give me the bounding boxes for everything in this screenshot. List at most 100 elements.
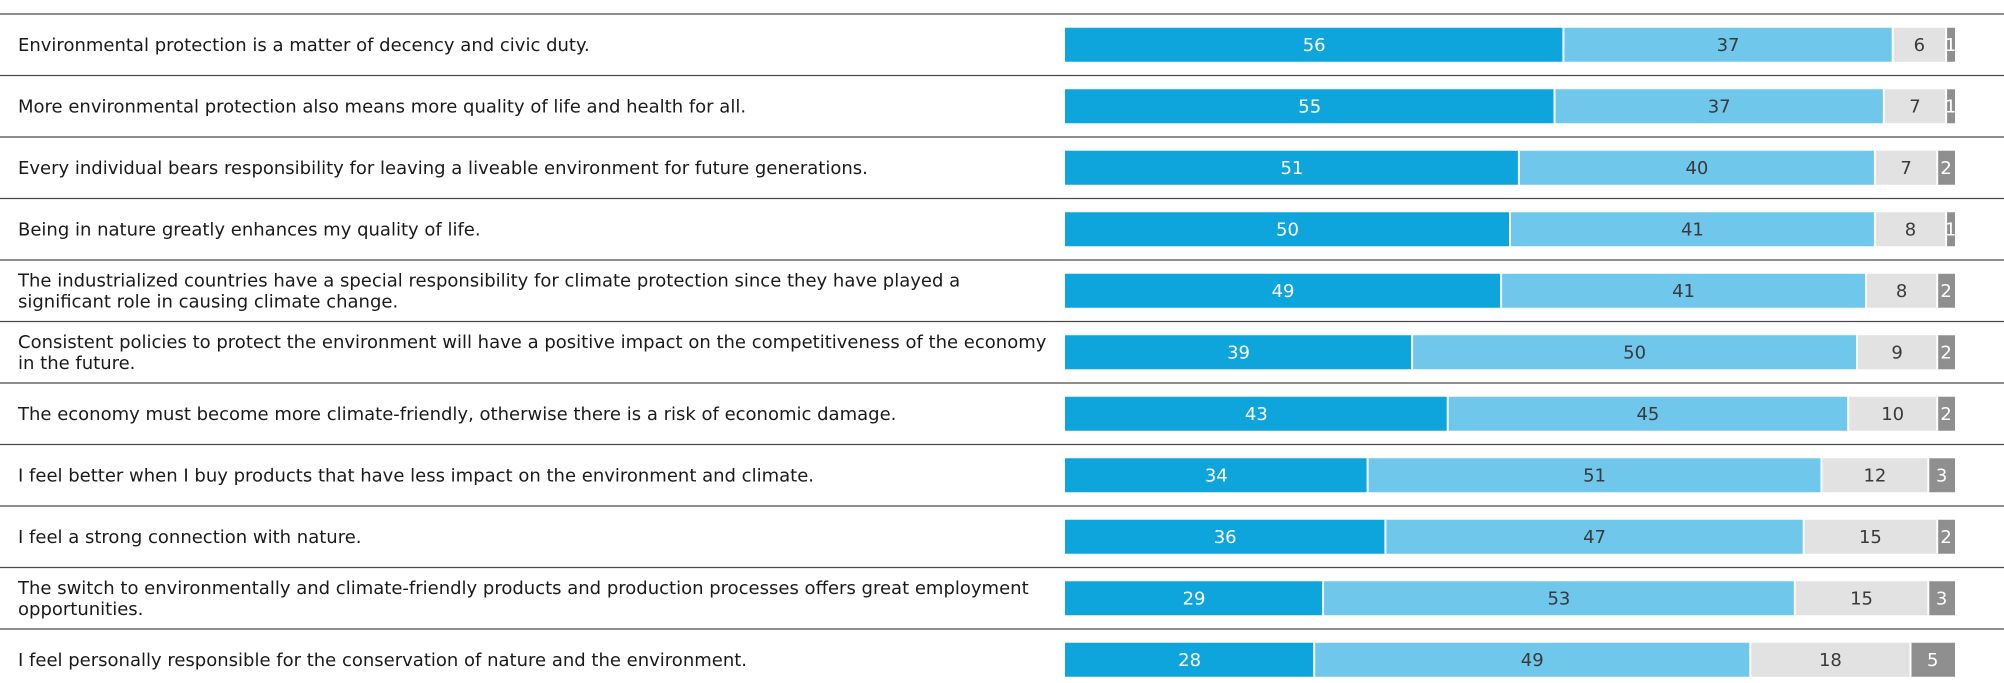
- bar-segment: [1937, 335, 1955, 370]
- bar-segment: [1367, 458, 1822, 493]
- bar-segment: [1510, 212, 1875, 247]
- bar-segment: [1750, 642, 1911, 677]
- data-label: 15: [1859, 527, 1882, 548]
- data-label: 8: [1896, 281, 1907, 302]
- chart-row: Being in nature greatly enhances my qual…: [18, 212, 1956, 247]
- row-label: I feel better when I buy products that h…: [18, 465, 814, 486]
- data-label: 2: [1940, 404, 1951, 425]
- data-label: 12: [1863, 465, 1886, 486]
- bar-segment: [1848, 396, 1938, 431]
- row-label: I feel a strong connection with nature.: [18, 527, 362, 548]
- bar-segment: [1910, 642, 1955, 677]
- bar-segment: [1065, 150, 1519, 185]
- data-label: 18: [1819, 650, 1842, 671]
- bar-segment: [1928, 581, 1955, 616]
- row-label: opportunities.: [18, 599, 143, 620]
- bar-segment: [1501, 273, 1866, 308]
- data-label: 5: [1927, 650, 1938, 671]
- bar-segment: [1946, 27, 1955, 62]
- data-label: 6: [1914, 35, 1925, 56]
- chart-row: Every individual bears responsibility fo…: [18, 150, 1955, 185]
- bar-segment: [1803, 519, 1938, 554]
- bar-segment: [1874, 150, 1938, 185]
- data-label: 47: [1583, 527, 1606, 548]
- bar-segment: [1883, 89, 1947, 124]
- row-label: Environmental protection is a matter of …: [18, 35, 590, 56]
- data-label: 49: [1521, 650, 1544, 671]
- bar-segment: [1946, 89, 1955, 124]
- bar-segment: [1892, 27, 1947, 62]
- bar-segment: [1946, 212, 1955, 247]
- data-label: 34: [1205, 465, 1228, 486]
- chart-row: The switch to environmentally and climat…: [17, 578, 1955, 620]
- bar-segment: [1821, 458, 1929, 493]
- bar-segment: [1065, 335, 1413, 370]
- chart-row: More environmental protection also means…: [18, 89, 1956, 124]
- data-label: 2: [1940, 342, 1951, 363]
- bar-segment: [1857, 335, 1938, 370]
- data-label: 7: [1900, 158, 1911, 179]
- data-label: 41: [1672, 281, 1695, 302]
- data-label: 41: [1681, 219, 1704, 240]
- bar-segment: [1928, 458, 1955, 493]
- bar-segment: [1518, 150, 1875, 185]
- row-label: More environmental protection also means…: [18, 96, 746, 117]
- data-label: 40: [1685, 158, 1708, 179]
- bar-segment: [1065, 27, 1564, 62]
- data-label: 1: [1945, 219, 1956, 240]
- data-label: 51: [1583, 465, 1606, 486]
- data-label: 2: [1940, 281, 1951, 302]
- data-label: 3: [1936, 588, 1947, 609]
- bar-segment: [1065, 519, 1386, 554]
- data-label: 45: [1636, 404, 1659, 425]
- bar-segment: [1794, 581, 1929, 616]
- chart-row: I feel personally responsible for the co…: [18, 642, 1955, 677]
- chart-row: I feel a strong connection with nature. 3…: [18, 519, 1955, 554]
- bar-segment: [1563, 27, 1893, 62]
- row-label: Every individual bears responsibility fo…: [18, 158, 868, 179]
- row-label: in the future.: [18, 353, 135, 374]
- data-label: 3: [1936, 465, 1947, 486]
- chart-row: The economy must become more climate-fri…: [17, 396, 1955, 431]
- data-label: 43: [1245, 404, 1268, 425]
- bar-segment: [1065, 212, 1510, 247]
- bar-segment: [1065, 581, 1324, 616]
- data-label: 53: [1547, 588, 1570, 609]
- data-label: 29: [1183, 588, 1206, 609]
- bar-segment: [1554, 89, 1884, 124]
- data-label: 28: [1178, 650, 1201, 671]
- chart-row: The industrialized countries have a spec…: [17, 270, 1955, 312]
- bar-segment: [1412, 335, 1858, 370]
- bar-segment: [1937, 273, 1955, 308]
- data-label: 56: [1303, 35, 1326, 56]
- bar-segment: [1937, 519, 1955, 554]
- data-label: 7: [1909, 96, 1920, 117]
- row-label: Being in nature greatly enhances my qual…: [18, 219, 481, 240]
- data-label: 8: [1905, 219, 1916, 240]
- data-label: 36: [1214, 527, 1237, 548]
- bar-segment: [1323, 581, 1795, 616]
- row-label: The industrialized countries have a spec…: [17, 270, 960, 291]
- bar-segment: [1937, 150, 1955, 185]
- data-label: 50: [1623, 342, 1646, 363]
- bar-segment: [1866, 273, 1938, 308]
- bar-segment: [1874, 212, 1947, 247]
- row-label: Consistent policies to protect the envir…: [18, 332, 1047, 353]
- data-label: 15: [1850, 588, 1873, 609]
- row-label: I feel personally responsible for the co…: [18, 650, 747, 671]
- data-label: 55: [1298, 96, 1321, 117]
- chart-row: I feel better when I buy products that h…: [18, 458, 1955, 493]
- bar-segment: [1065, 396, 1448, 431]
- row-label: The switch to environmentally and climat…: [17, 578, 1029, 599]
- data-label: 10: [1881, 404, 1904, 425]
- bar-segment: [1314, 642, 1751, 677]
- bar-segment: [1065, 89, 1555, 124]
- row-label: The economy must become more climate-fri…: [17, 404, 896, 425]
- data-label: 51: [1280, 158, 1303, 179]
- data-label: 39: [1227, 342, 1250, 363]
- bar-segment: [1065, 458, 1368, 493]
- data-label: 2: [1940, 527, 1951, 548]
- bar-segment: [1065, 273, 1502, 308]
- data-label: 37: [1708, 96, 1731, 117]
